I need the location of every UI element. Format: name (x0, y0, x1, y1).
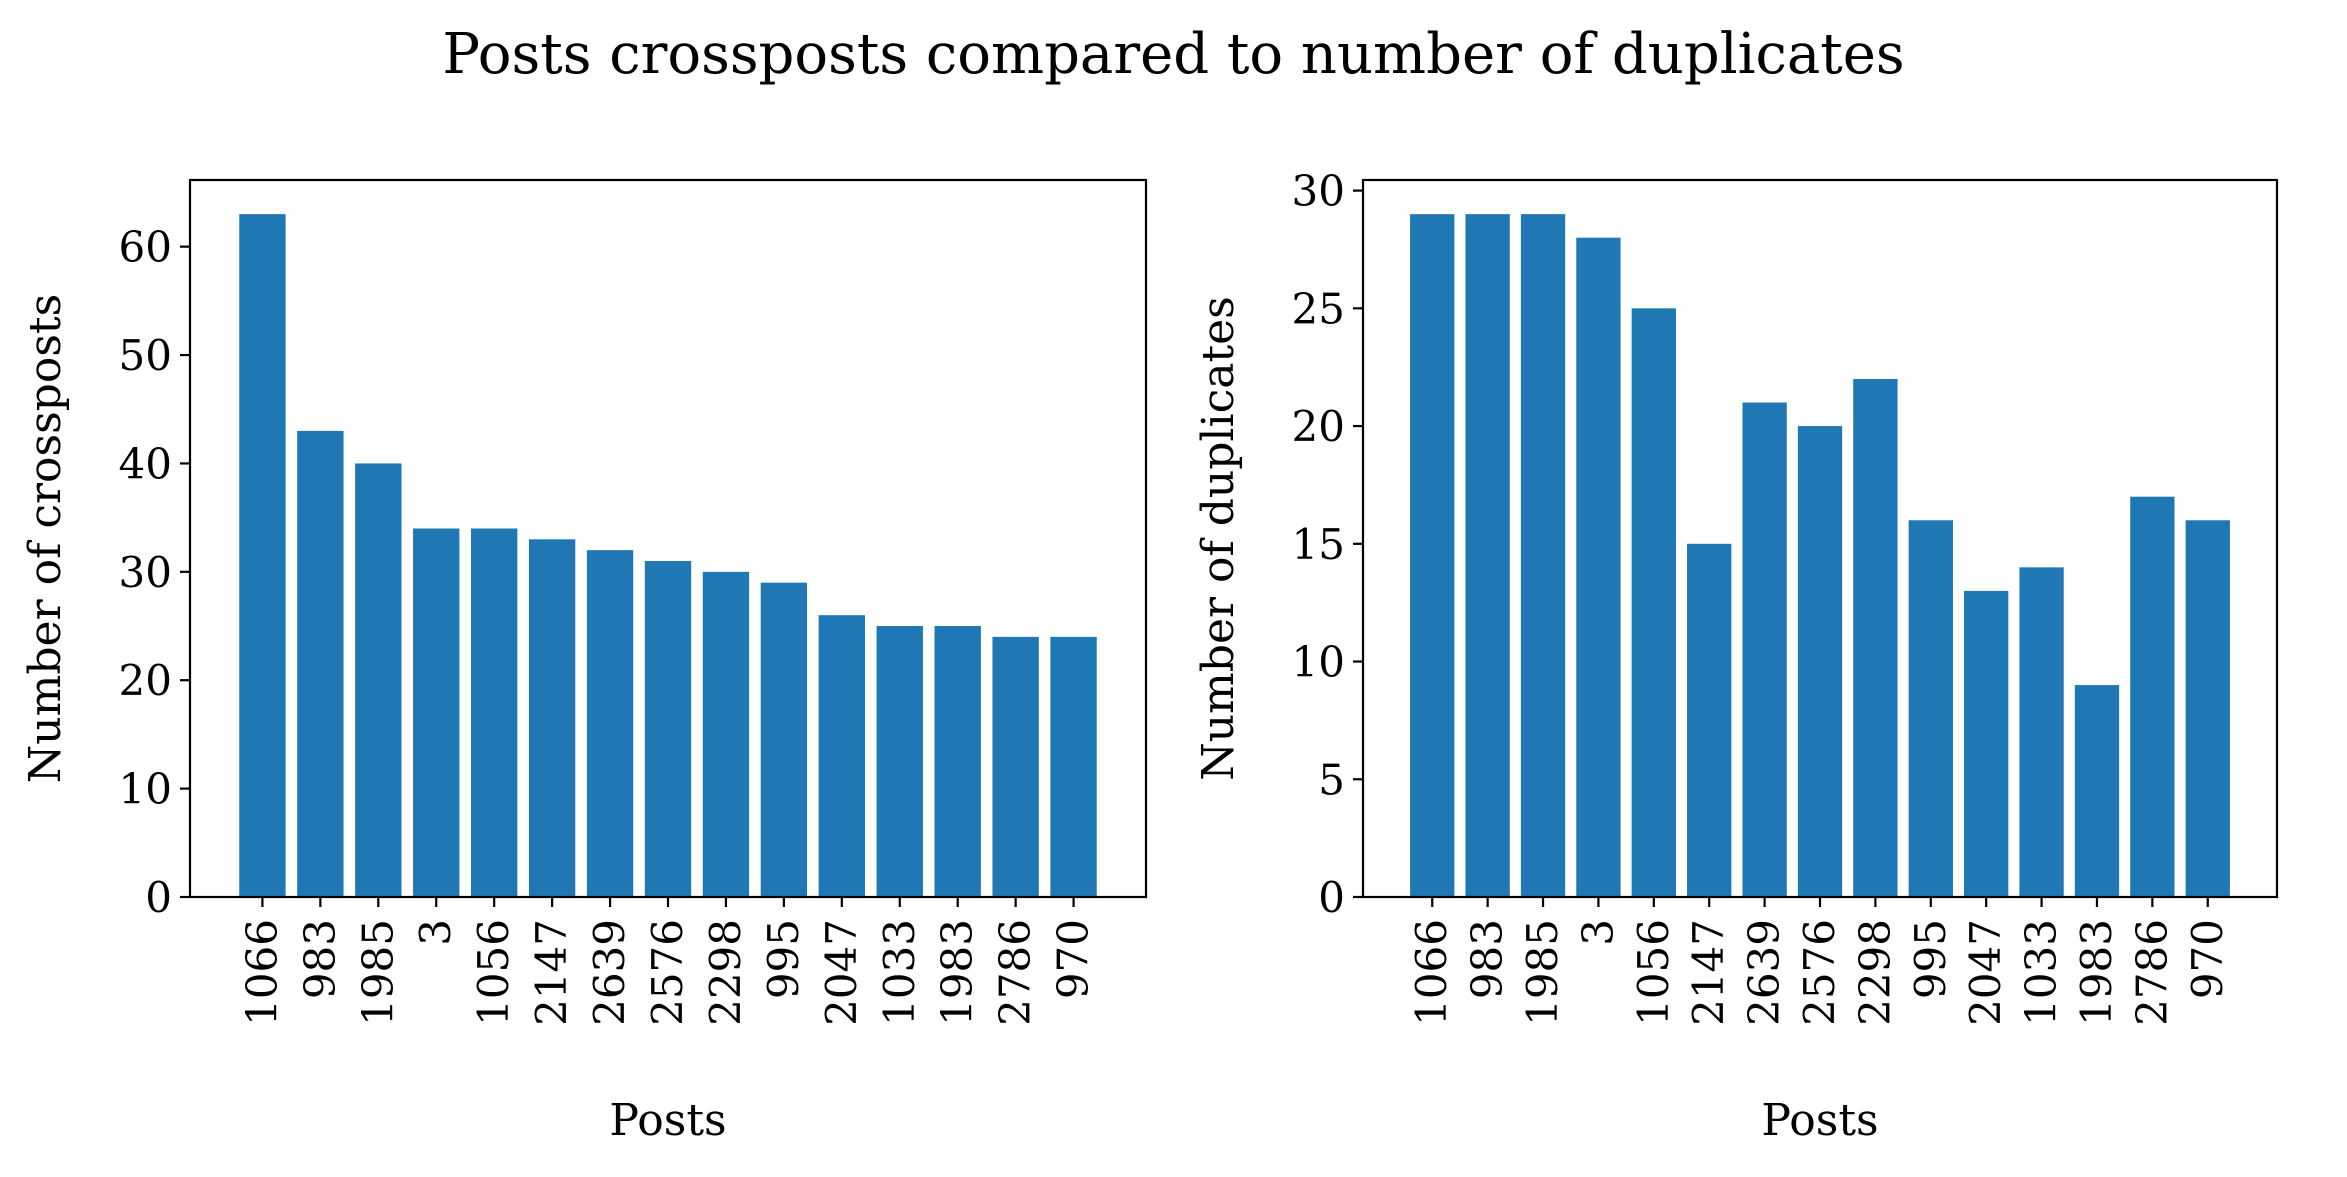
bar-1985 (1520, 214, 1566, 898)
y-tick-label: 20 (1292, 402, 1345, 451)
bar-1066 (239, 214, 286, 898)
y-tick-label: 15 (1292, 520, 1345, 569)
x-tick-label: 995 (1906, 919, 1955, 999)
x-tick-label: 2576 (1795, 919, 1844, 1026)
x-tick-label: 983 (295, 919, 344, 999)
y-tick-label: 25 (1292, 284, 1345, 333)
bar-1983 (2074, 685, 2120, 897)
x-axis-label: Posts (609, 1095, 726, 1146)
bar-2298 (1853, 378, 1898, 897)
bar-995 (1908, 520, 1953, 897)
x-tick-label: 2639 (585, 919, 634, 1026)
bar-1033 (876, 626, 923, 897)
bar-2576 (1797, 426, 1843, 897)
bar-1033 (2019, 567, 2064, 897)
y-tick-label: 0 (145, 873, 172, 922)
bar-1985 (355, 463, 402, 897)
chart-panel-1: 0 10 20 30 40 50 60 1066 983 1985 3 1056 2147 2639 257… (20, 178, 1148, 1146)
x-tick-label: 1033 (2017, 919, 2066, 1026)
x-tick-label: 2786 (991, 919, 1040, 1026)
x-tick-label: 2047 (817, 919, 866, 1026)
bar-2786 (992, 636, 1039, 897)
bar-2639 (586, 550, 634, 897)
bar-3 (413, 528, 460, 897)
x-tick-label: 1056 (469, 919, 518, 1026)
bar-1983 (934, 626, 981, 897)
bar-970 (1050, 636, 1097, 897)
y-tick-label: 0 (1318, 873, 1345, 922)
x-tick-label: 1066 (1407, 919, 1456, 1026)
y-tick-label: 10 (1292, 638, 1345, 687)
x-tick-label: 2147 (527, 919, 576, 1026)
x-tick-label: 2298 (701, 919, 750, 1026)
x-tick-label: 2639 (1740, 919, 1789, 1026)
x-tick-label: 3 (411, 919, 460, 946)
bar-3 (1576, 237, 1621, 898)
x-tick-label: 983 (1463, 919, 1512, 999)
figure-title: Posts crossposts compared to number of d… (442, 22, 1905, 87)
x-tick-label: 2786 (2127, 919, 2176, 1026)
bar-995 (760, 582, 808, 897)
chart-panel-2: 0 5 10 15 20 25 30 1066 983 1985 3 1056 2147 2639 2576… (1193, 167, 2279, 1146)
x-tick-label: 1056 (1629, 919, 1678, 1026)
bar-2639 (1742, 402, 1787, 897)
y-tick-label: 10 (119, 765, 172, 814)
x-tick-label: 2576 (643, 919, 692, 1026)
bar-1056 (1631, 308, 1676, 897)
bar-2047 (818, 615, 865, 897)
x-tick-label: 995 (759, 919, 808, 999)
x-tick-label: 2298 (1850, 919, 1899, 1026)
y-tick-label: 40 (119, 439, 172, 488)
y-tick-label: 30 (119, 548, 172, 597)
bar-2576 (644, 560, 692, 897)
bar-2147 (1687, 543, 1732, 897)
y-tick-label: 30 (1292, 167, 1345, 216)
bar-2147 (528, 539, 576, 897)
bar-2786 (2130, 496, 2175, 897)
x-tick-label: 970 (2183, 919, 2232, 999)
x-tick-label: 1983 (933, 919, 982, 1026)
x-tick-label: 1983 (2072, 919, 2121, 1026)
x-axis-label: Posts (1761, 1095, 1878, 1146)
y-axis-label: Number of duplicates (1193, 296, 1244, 781)
bar-970 (2185, 520, 2230, 897)
x-tick-label: 2147 (1684, 919, 1733, 1026)
y-tick-label: 5 (1318, 755, 1345, 804)
bar-2298 (702, 571, 750, 897)
bar-1056 (471, 528, 518, 897)
bar-2047 (1964, 590, 2009, 897)
bar-983 (297, 430, 344, 897)
x-tick-label: 2047 (1961, 919, 2010, 1026)
x-tick-label: 3 (1573, 919, 1622, 946)
x-tick-label: 1985 (353, 919, 402, 1026)
x-tick-label: 970 (1049, 919, 1098, 999)
bar-1066 (1410, 214, 1455, 898)
bar-983 (1465, 214, 1510, 898)
x-tick-label: 1985 (1518, 919, 1567, 1026)
y-tick-label: 20 (119, 656, 172, 705)
x-tick-label: 1033 (875, 919, 924, 1026)
x-tick-label: 1066 (237, 919, 286, 1026)
y-axis-label: Number of crossposts (20, 294, 71, 783)
y-tick-label: 60 (119, 223, 172, 272)
y-tick-label: 50 (119, 331, 172, 380)
